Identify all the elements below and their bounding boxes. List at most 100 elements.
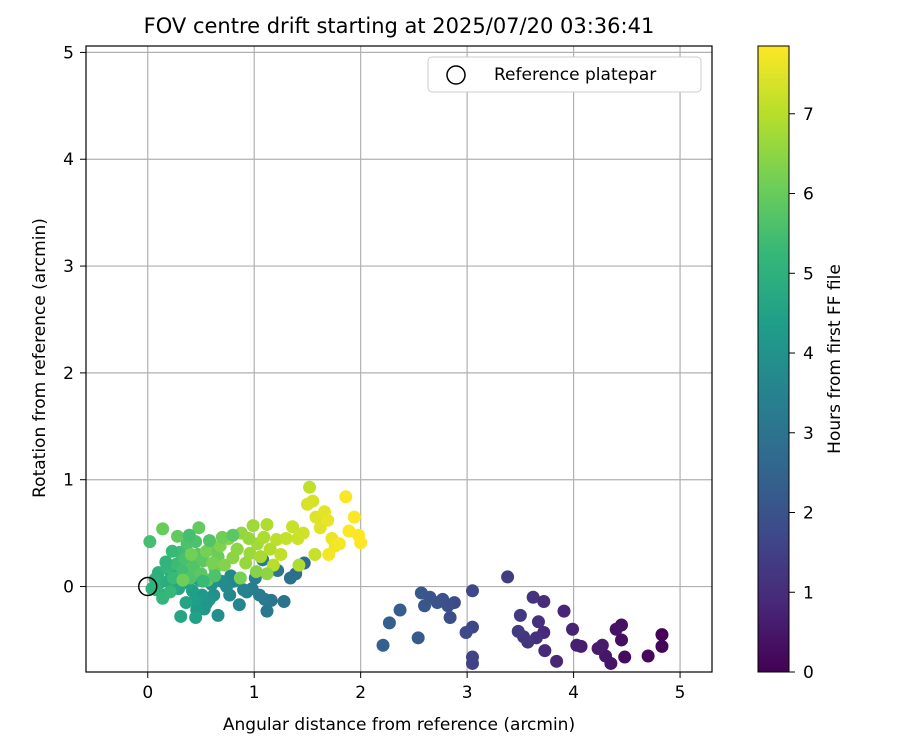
data-point [263,542,277,556]
data-point [465,650,479,664]
data-point [655,628,669,642]
x-tick-label: 3 [462,683,473,703]
data-point [609,622,623,636]
colorbar-tick-label: 2 [803,504,814,524]
y-tick-label: 2 [63,364,74,384]
data-point [246,519,260,533]
data-point [531,615,545,629]
data-point [208,569,222,583]
data-point [459,625,473,639]
data-point [159,555,173,569]
data-point [279,531,293,545]
data-point [382,616,396,630]
colorbar-tick-label: 3 [803,424,814,444]
data-point [270,533,284,547]
data-point [215,530,229,544]
data-point [321,513,335,527]
data-point [641,649,655,663]
data-point [156,522,170,536]
data-point [655,639,669,653]
legend-box [427,56,702,93]
data-point [206,556,220,570]
colorbar-ticks: 0 1 2 3 4 5 6 7 [789,105,814,683]
data-point [332,537,346,551]
y-axis-title: Rotation from reference (arcmin) [30,218,50,498]
x-axis-ticks: 0 1 2 3 4 5 [142,672,685,703]
data-point [163,585,177,599]
data-point [286,520,300,534]
data-point [233,571,247,585]
legend: Reference platepar [427,56,702,93]
data-point [199,544,213,558]
data-point [414,586,428,600]
data-point [308,547,322,561]
data-point [566,622,580,636]
x-tick-label: 2 [355,683,366,703]
data-point [260,604,274,618]
data-point [354,536,368,550]
data-point [196,574,210,588]
data-point [202,534,216,548]
y-tick-label: 1 [63,471,74,491]
data-point [260,567,274,581]
data-point [418,599,432,613]
data-point [237,583,251,597]
data-point [538,644,552,658]
data-point [570,638,584,652]
data-point [211,608,225,622]
data-point [242,531,256,545]
grid-lines [86,46,712,672]
data-point [347,510,361,524]
x-tick-label: 4 [568,683,579,703]
colorbar-tick-label: 5 [803,264,814,284]
data-point [257,530,271,544]
data-point [179,596,193,610]
data-point [322,547,336,561]
data-point [300,497,314,511]
data-point [274,547,288,561]
colorbar-title: Hours from first FF file [825,264,845,454]
data-point [591,641,605,655]
data-point [182,528,196,542]
data-point [550,654,564,668]
y-tick-label: 3 [63,257,74,277]
data-point [184,547,198,561]
colorbar-tick-label: 7 [803,105,814,125]
data-point [292,558,306,572]
colorbar-tick-label: 0 [803,663,814,683]
data-point [465,584,479,598]
data-point [296,526,310,540]
y-tick-label: 4 [63,150,74,170]
data-point [143,535,157,549]
y-tick-label: 5 [63,43,74,63]
legend-reference-marker [446,65,466,85]
data-point [277,594,291,608]
data-points [143,480,669,670]
colorbar-tick-label: 1 [803,583,814,603]
data-point [243,546,257,560]
y-tick-label: 0 [63,578,74,598]
data-point [230,542,244,556]
data-point [217,558,231,572]
data-point [513,608,527,622]
data-point [393,603,407,617]
x-tick-label: 5 [675,683,686,703]
data-point [303,480,317,494]
legend-entry-reference: Reference platepar [494,65,656,85]
data-point [511,624,525,638]
colorbar [757,45,790,673]
data-point [618,650,632,664]
data-point [174,609,188,623]
data-point [232,598,246,612]
data-point [171,529,185,543]
data-point [176,573,190,587]
reference-platepar-marker [137,576,158,597]
data-point [283,571,297,585]
data-point [411,631,425,645]
data-point [615,633,629,647]
colorbar-tick-label: 4 [803,344,814,364]
data-point [226,528,240,542]
